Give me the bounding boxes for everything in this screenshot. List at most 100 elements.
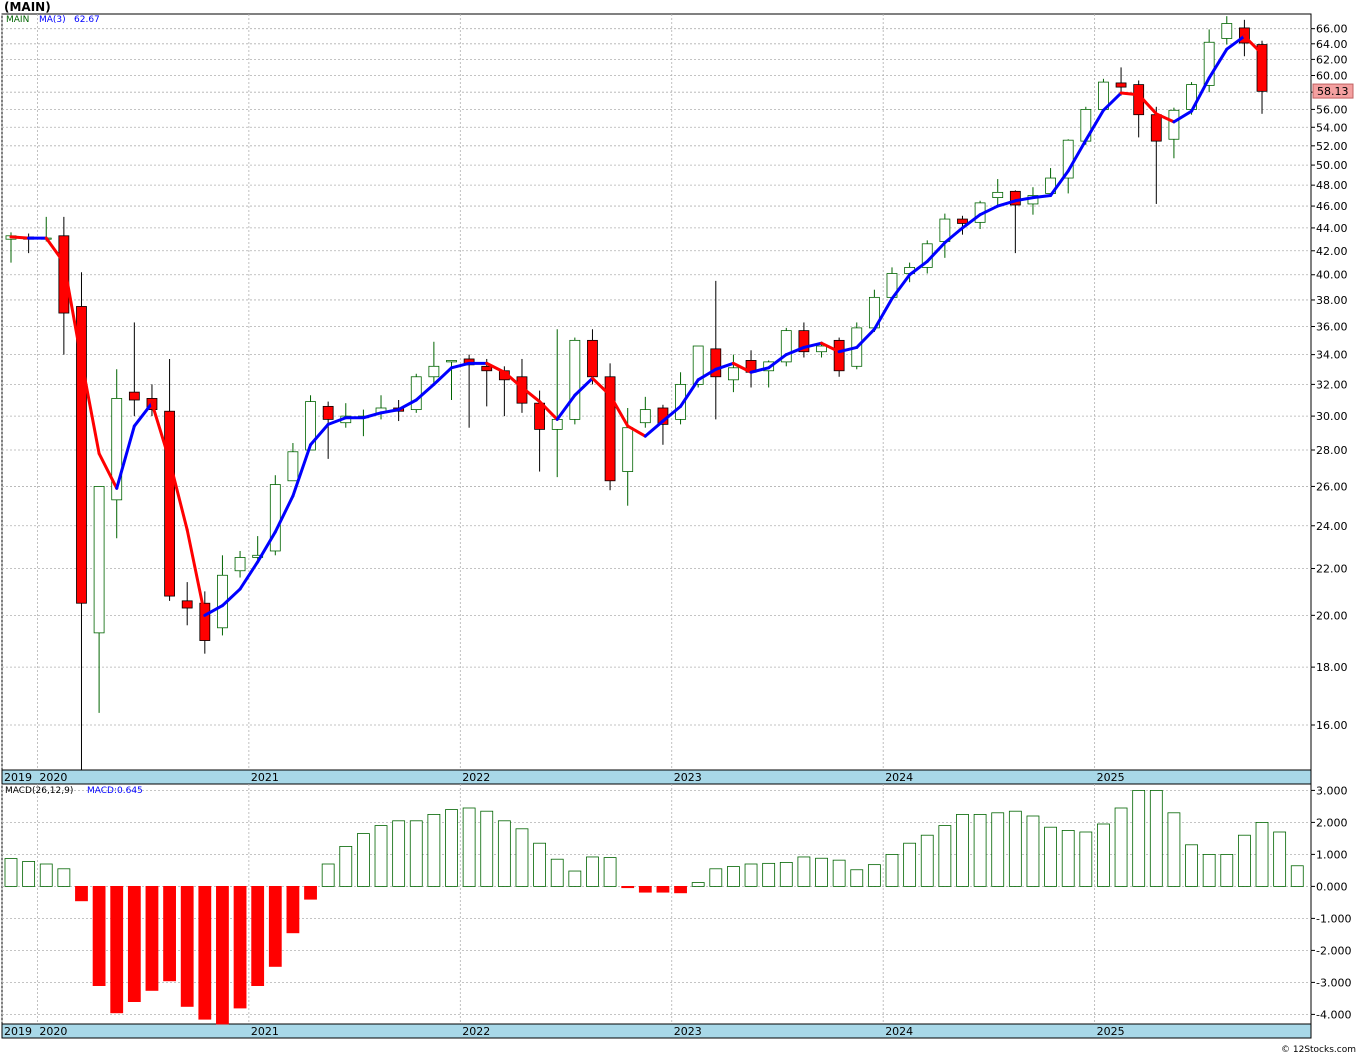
price-tick-label: 52.00: [1316, 140, 1348, 153]
ma-line-segment: [220, 587, 242, 608]
ma-line-segment: [1190, 76, 1211, 113]
macd-bar: [286, 886, 300, 934]
macd-year-label: 2021: [251, 1025, 279, 1038]
macd-year-label: 2020: [39, 1025, 67, 1038]
candle-body: [710, 348, 722, 378]
macd-bar: [321, 863, 335, 887]
price-year-label: 2020: [39, 771, 67, 784]
macd-plot-area: [1, 783, 1312, 1025]
macd-bar: [603, 857, 617, 887]
macd-panel: 3.000 2.000 1.000 0.000 -1.000 -2.000 -3.000 -4…: [1, 783, 1351, 1039]
macd-bar: [339, 846, 353, 887]
macd-bar: [1079, 831, 1093, 887]
ma-line-segment: [132, 401, 154, 428]
price-tick-label: 26.00: [1316, 480, 1348, 493]
price-tick-label: 48.00: [1316, 179, 1348, 192]
candle-body: [93, 486, 105, 634]
macd-bar: [427, 814, 441, 887]
candle-body: [234, 557, 246, 572]
ma-line-segment: [379, 408, 401, 415]
macd-tick-label: 2.000: [1316, 816, 1348, 829]
ma-line-segment: [9, 235, 31, 240]
macd-bar: [938, 825, 952, 887]
candle-body: [446, 360, 457, 363]
macd-bar: [550, 858, 564, 887]
macd-tick-label: 3.000: [1316, 784, 1348, 797]
ma-line-segment: [326, 416, 348, 426]
macd-bar: [268, 886, 282, 967]
candle-body: [639, 409, 651, 424]
macd-bar: [198, 886, 212, 1020]
price-tick-label: 66.00: [1316, 23, 1348, 36]
ma-line-segment: [608, 393, 630, 428]
macd-bar: [762, 862, 776, 887]
ma-line-segment: [97, 452, 119, 490]
ma-line-segment: [44, 236, 66, 265]
macd-bar: [709, 868, 723, 887]
candle-body: [569, 339, 581, 420]
macd-bar: [1255, 822, 1269, 887]
candle-body: [1115, 82, 1127, 88]
macd-bar: [815, 857, 828, 887]
ma-line-segment: [837, 345, 859, 354]
macd-bar: [779, 862, 793, 887]
ma-line-segment: [62, 261, 83, 362]
candle-body: [252, 554, 264, 558]
macd-bar: [1290, 865, 1304, 887]
candle-body: [780, 330, 792, 363]
price-tick-label: 46.00: [1316, 200, 1348, 213]
ma-line-segment: [573, 376, 594, 397]
macd-bar: [1061, 830, 1075, 887]
macd-bar: [1220, 854, 1234, 887]
macd-bar: [1044, 826, 1057, 887]
price-tick-label: 54.00: [1316, 121, 1348, 134]
price-year-label: 2024: [885, 771, 913, 784]
price-year-label: 2023: [674, 771, 702, 784]
macd-bar: [885, 854, 899, 887]
macd-bar: [497, 820, 511, 887]
macd-bar: [1008, 810, 1022, 887]
price-legend-ma-label: MA(3): [39, 15, 66, 25]
price-tick-label: 28.00: [1316, 444, 1348, 457]
macd-tick-label: -1.000: [1316, 912, 1351, 925]
price-tick-label: 50.00: [1316, 159, 1348, 172]
macd-bar: [180, 886, 194, 1007]
ma-line-segment: [1242, 34, 1264, 56]
ma-line-segment: [256, 530, 277, 564]
macd-bar: [1202, 854, 1216, 887]
candle-body: [111, 398, 123, 501]
macd-bar: [392, 820, 406, 887]
ma-line-segment: [626, 424, 647, 438]
macd-bar: [462, 807, 476, 887]
macd-bar: [973, 814, 987, 887]
macd-bar: [1185, 844, 1198, 887]
ma-line-segment: [1013, 196, 1035, 203]
candle-body: [128, 391, 140, 401]
ma-line-segment: [397, 398, 418, 412]
ma-line-segment: [1084, 108, 1105, 142]
ma-line-segment: [520, 385, 542, 404]
price-year-label: 2021: [251, 771, 279, 784]
macd-bar: [991, 812, 1005, 887]
macd-bar: [304, 886, 317, 900]
ma-line-segment: [291, 443, 313, 498]
price-year-label: 2019: [4, 771, 32, 784]
candle-body: [1203, 41, 1215, 86]
last-price-label: 58.13: [1317, 85, 1349, 98]
ma-line-segment: [855, 327, 876, 349]
macd-year-label: 2025: [1097, 1025, 1125, 1038]
ma-line-segment: [925, 241, 947, 263]
macd-bar: [145, 886, 159, 991]
price-tick-label: 56.00: [1316, 103, 1348, 116]
candle-body: [992, 191, 1004, 198]
macd-bar: [39, 863, 53, 887]
candle-body: [481, 365, 493, 372]
macd-bar: [57, 868, 71, 887]
macd-bar: [621, 886, 635, 889]
macd-bar: [356, 833, 370, 887]
ma-line-segment: [943, 226, 964, 245]
macd-bar: [1132, 790, 1146, 887]
ma-line-segment: [696, 367, 718, 382]
macd-bar: [832, 859, 846, 887]
